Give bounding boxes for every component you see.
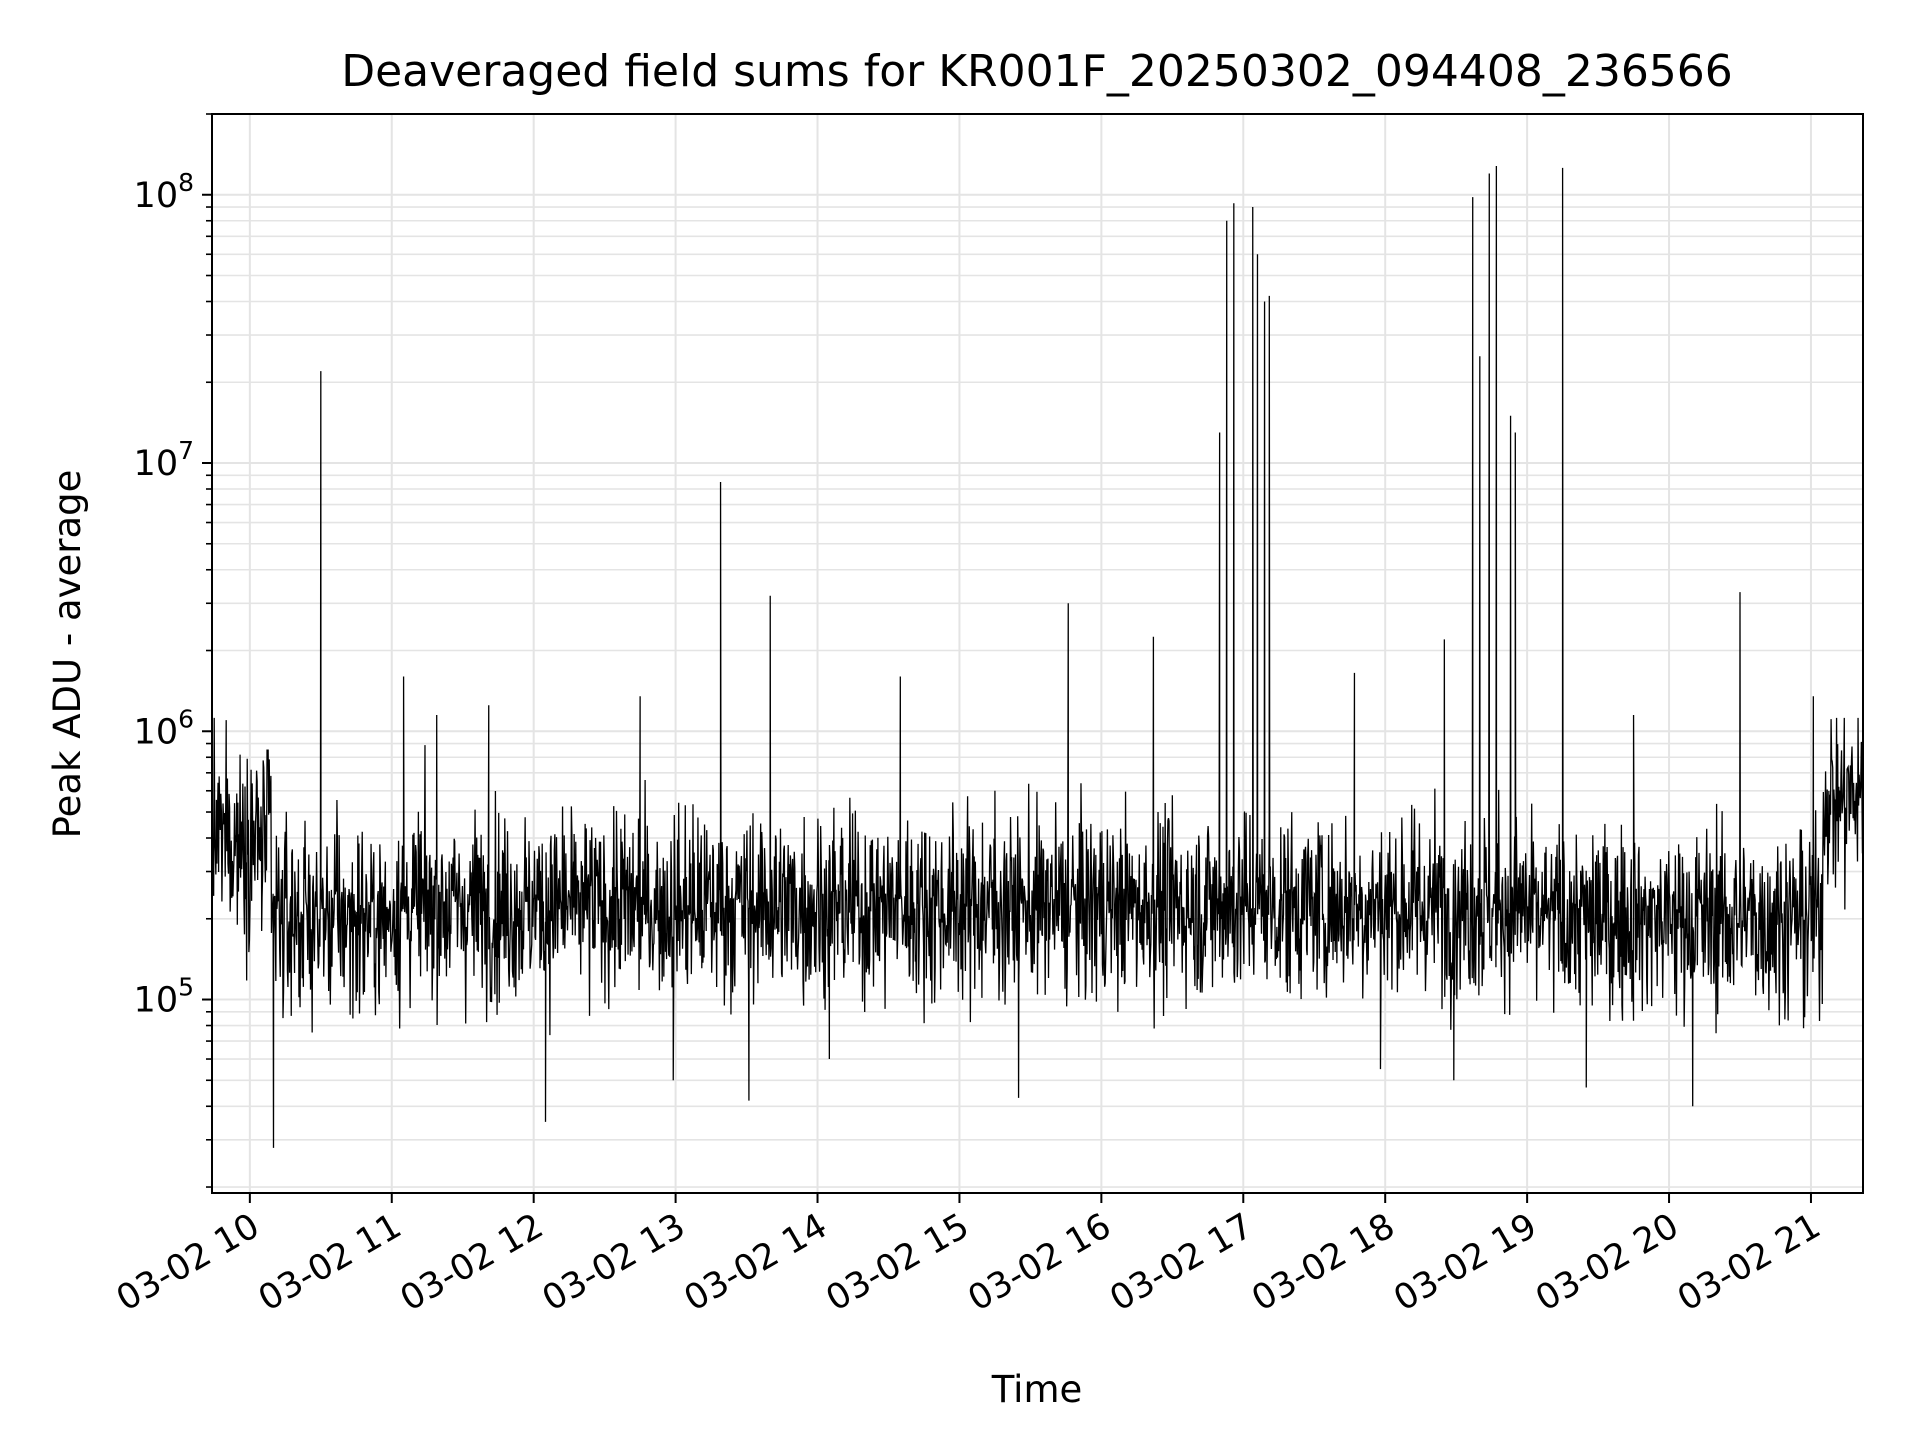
y-tick-label: 106 xyxy=(134,704,194,752)
series-line xyxy=(212,165,1863,1148)
y-tick-label: 105 xyxy=(134,973,194,1021)
x-axis-label: Time xyxy=(991,1368,1083,1411)
chart-title: Deaveraged field sums for KR001F_2025030… xyxy=(341,46,1733,97)
y-axis-label: Peak ADU - average xyxy=(46,470,89,839)
plot-frame xyxy=(211,113,1864,1194)
y-tick-label: 108 xyxy=(134,168,194,216)
plot-area xyxy=(212,165,1863,1148)
y-tick-label: 107 xyxy=(134,436,194,484)
y-axis: 105 106 107 108 xyxy=(134,113,212,1188)
